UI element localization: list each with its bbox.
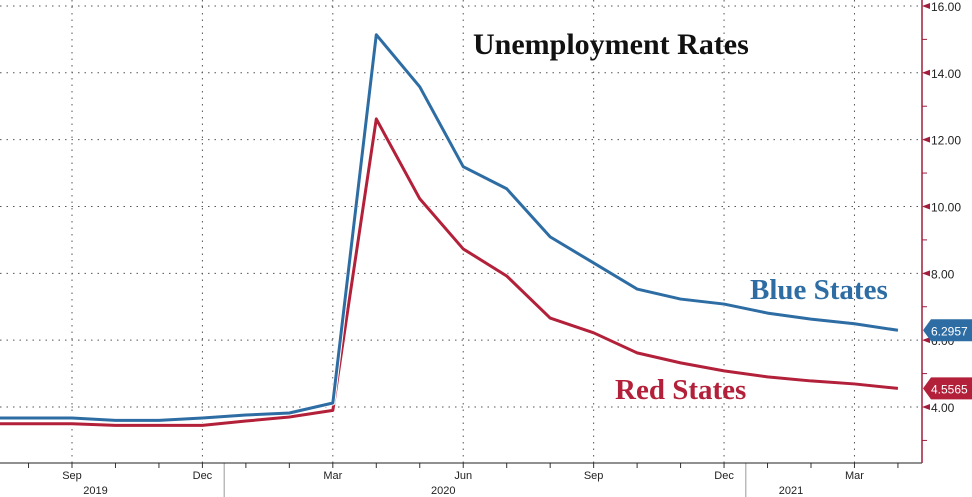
x-tick-label: Jun	[454, 470, 472, 482]
chart-title: Unemployment Rates	[473, 28, 749, 61]
y-tick-mark	[922, 404, 930, 410]
series-line-red-states	[0, 117, 899, 427]
y-tick-label: 14.00	[931, 67, 961, 81]
legend-red-states: Red States	[615, 374, 747, 406]
y-tick-mark	[922, 2, 930, 9]
year-label: 2021	[779, 485, 803, 497]
y-tick-label: 12.00	[931, 134, 961, 148]
y-tick-mark	[922, 136, 930, 143]
x-tick-label: Dec	[193, 470, 213, 482]
legend-blue-states: Blue States	[750, 274, 888, 306]
y-tick-label: 16.00	[931, 0, 961, 14]
year-label: 2020	[431, 485, 455, 497]
x-tick-label: Sep	[584, 470, 604, 482]
last-value-badge-blue-states	[923, 319, 972, 342]
y-tick-label: 4.00	[931, 401, 955, 415]
series-line-blue-states	[0, 33, 899, 422]
y-tick-mark	[922, 69, 930, 76]
last-value-label-red-states: 4.5565	[931, 382, 968, 396]
last-value-badge-red-states	[923, 377, 972, 400]
last-value-label-blue-states: 6.2957	[931, 324, 968, 338]
x-tick-label: Dec	[714, 470, 734, 482]
y-tick-mark	[922, 270, 930, 277]
series-halo-blue-states	[0, 32, 899, 423]
y-tick-mark	[922, 337, 930, 344]
year-label: 2019	[83, 485, 107, 497]
y-tick-mark	[922, 203, 930, 210]
x-tick-label: Mar	[323, 470, 342, 482]
y-tick-label: 10.00	[931, 200, 961, 214]
y-tick-label: 8.00	[931, 267, 955, 281]
series-halo-red-states	[0, 116, 899, 428]
x-tick-label: Sep	[62, 470, 82, 482]
x-tick-label: Mar	[845, 470, 864, 482]
